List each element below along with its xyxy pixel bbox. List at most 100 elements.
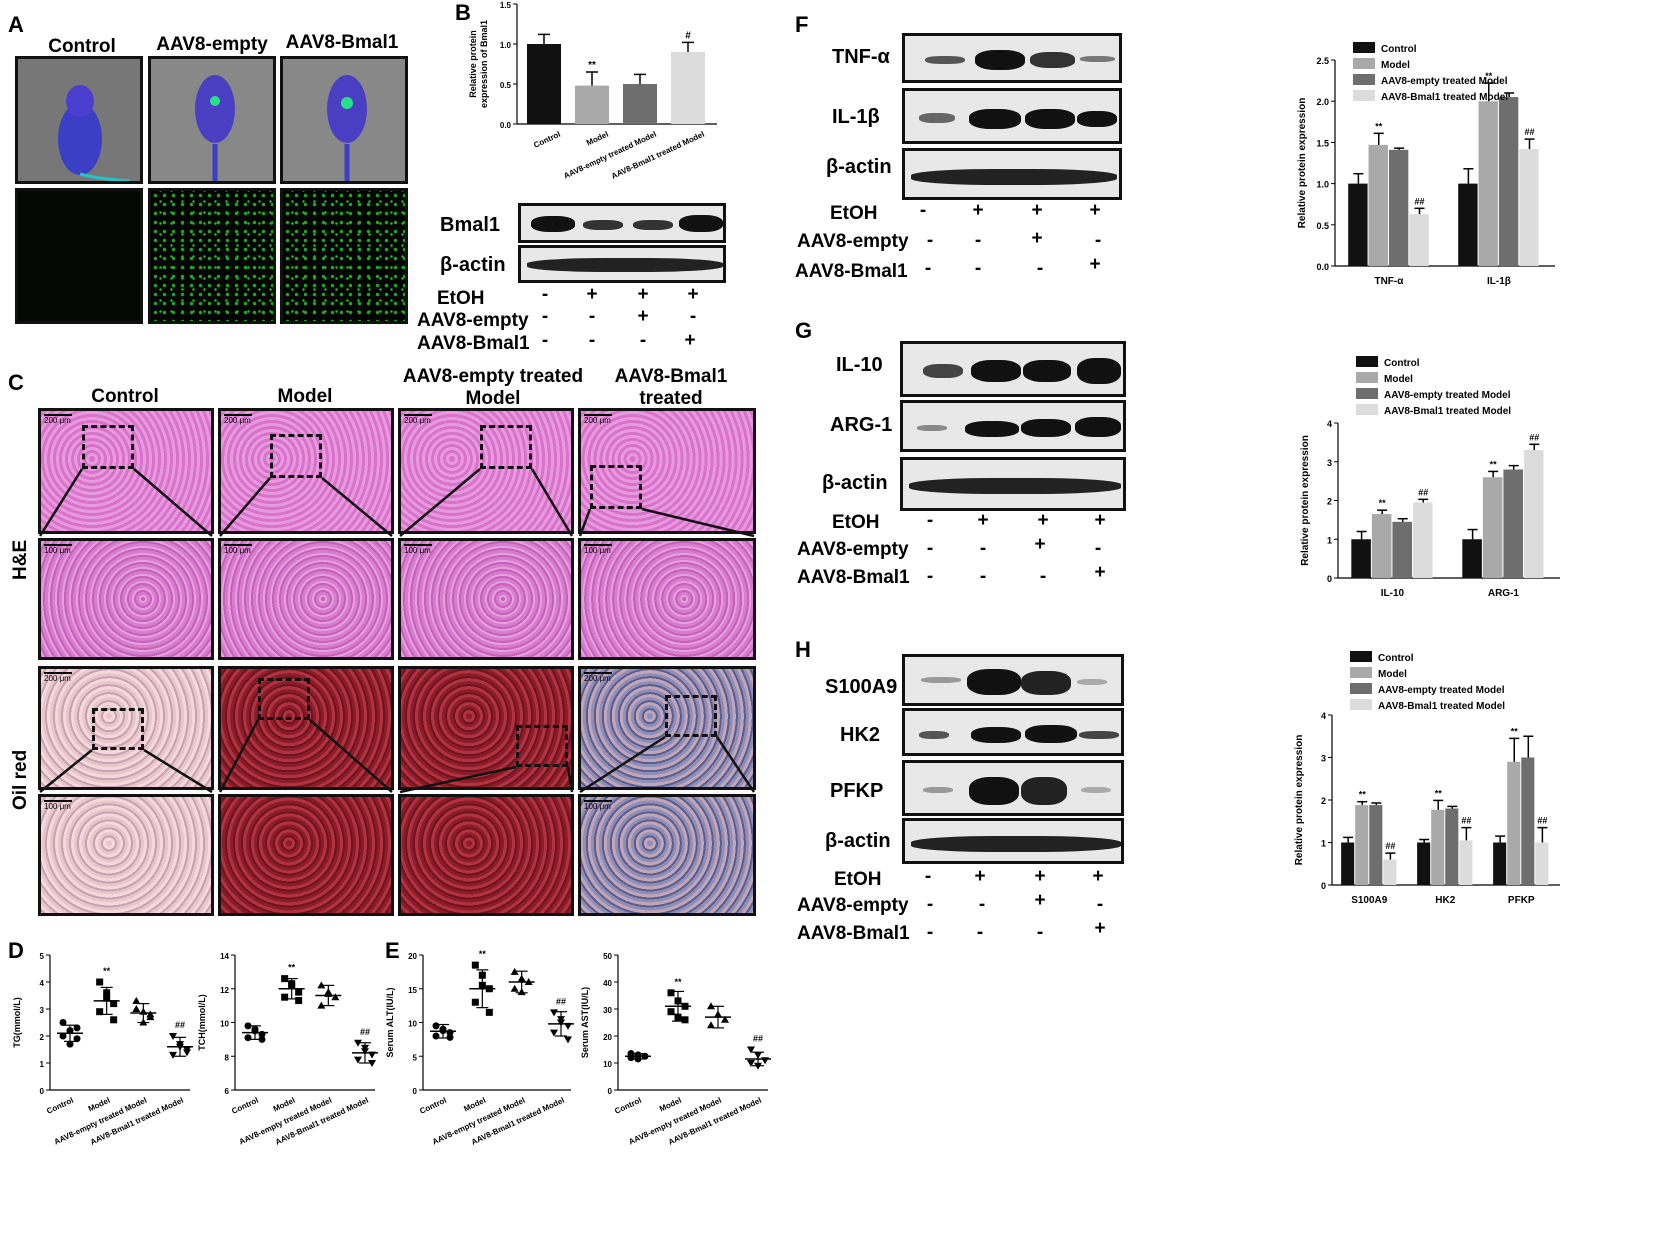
cond-empty: AAV8-empty xyxy=(417,310,529,331)
blot-g-label-actin: β-actin xyxy=(822,472,888,494)
he-high-empty: 100 μm xyxy=(398,538,574,660)
data-point xyxy=(471,961,479,969)
x-tick-label: TNF-α xyxy=(1374,276,1404,287)
sign: + xyxy=(1094,510,1106,531)
panel-a-header-control: Control xyxy=(48,36,116,57)
data-point xyxy=(317,981,326,989)
blot-f-actin xyxy=(902,148,1122,200)
blot-f-label-actin: β-actin xyxy=(826,156,892,178)
sign: + xyxy=(1094,562,1106,583)
blot-h-label-s100a9: S100A9 xyxy=(825,676,898,698)
y-tick-label: 0.5 xyxy=(500,81,512,90)
cond-etoh: EtOH xyxy=(834,869,882,890)
sign: - xyxy=(1094,538,1102,559)
scale-bar: 100 μm xyxy=(44,546,71,555)
sign: - xyxy=(974,258,982,279)
bar xyxy=(1371,514,1392,578)
bar xyxy=(1369,805,1383,885)
sign: - xyxy=(979,538,987,559)
y-tick-label: 5 xyxy=(40,952,45,961)
data-point xyxy=(59,1032,67,1040)
x-tick-label: Control xyxy=(45,1096,75,1116)
data-point xyxy=(244,1034,252,1042)
zoom-region xyxy=(92,708,144,750)
sign: + xyxy=(974,866,986,887)
x-tick-label: Model xyxy=(272,1096,297,1114)
data-point xyxy=(110,1016,118,1024)
data-point xyxy=(66,1040,74,1048)
x-tick-label: Model xyxy=(87,1096,112,1114)
data-point xyxy=(667,1008,675,1016)
scale-bar: 100 μm xyxy=(44,802,71,811)
significance-mark: ## xyxy=(175,1020,185,1030)
legend-swatch xyxy=(1353,90,1375,101)
y-tick-label: 1.0 xyxy=(1316,180,1329,190)
y-tick-label: 0 xyxy=(413,1087,418,1096)
y-tick-label: 1 xyxy=(40,1060,45,1069)
sign: - xyxy=(974,230,982,251)
blot-h-label-hk2: HK2 xyxy=(840,724,881,746)
fluor-control xyxy=(15,188,143,324)
data-point xyxy=(485,1008,493,1016)
y-axis-label: Relative protein expression xyxy=(1294,735,1305,866)
data-point xyxy=(73,1024,81,1032)
significance-mark: ** xyxy=(1375,121,1383,131)
y-tick-label: 20 xyxy=(603,1033,612,1042)
y-tick-label: 0.0 xyxy=(1316,262,1329,272)
cond-etoh: EtOH xyxy=(437,288,485,309)
legend-label: Model xyxy=(1378,669,1407,680)
y-axis-label: TG(mmol/L) xyxy=(12,997,22,1048)
y-tick-label: 0 xyxy=(1321,881,1326,891)
legend-label: Control xyxy=(1381,44,1417,55)
y-tick-label: 14 xyxy=(220,952,229,961)
y-tick-label: 0 xyxy=(1327,574,1332,584)
blot-f-label-il1b: IL-1β xyxy=(832,106,880,128)
data-point xyxy=(169,1033,177,1040)
scale-bar: 200 μm xyxy=(584,416,611,425)
bar xyxy=(1482,477,1503,578)
sign: - xyxy=(588,306,596,327)
oil-high-control: 100 μm xyxy=(38,794,214,916)
y-tick-label: 5 xyxy=(413,1053,418,1062)
sign: - xyxy=(926,566,934,587)
data-point xyxy=(510,967,519,975)
panel-label-d: D xyxy=(8,938,24,963)
cond-empty: AAV8-empty xyxy=(797,895,909,916)
bar xyxy=(1462,539,1482,578)
sign: + xyxy=(1094,918,1106,939)
panel-label-f: F xyxy=(795,12,809,37)
significance-mark: ## xyxy=(1524,127,1534,137)
y-tick-label: 3 xyxy=(40,1006,45,1015)
bar xyxy=(671,52,705,124)
scale-bar: 200 μm xyxy=(44,674,71,683)
blot-h-s100a9 xyxy=(902,654,1124,706)
data-point xyxy=(96,1008,104,1016)
sign: + xyxy=(1034,866,1046,887)
blot-h-hk2 xyxy=(902,708,1124,756)
bar xyxy=(1478,101,1498,266)
data-point xyxy=(627,1054,635,1062)
sign: - xyxy=(924,866,932,887)
data-point xyxy=(747,1046,755,1054)
y-axis-label: Relative protein xyxy=(468,30,478,98)
significance-mark: ** xyxy=(1435,788,1443,798)
blot-g-arg1 xyxy=(900,400,1126,452)
bar xyxy=(527,44,561,124)
x-tick-label: Control xyxy=(418,1096,448,1116)
blot-g-actin xyxy=(900,457,1126,511)
zoom-region xyxy=(270,434,322,478)
bar xyxy=(1458,183,1478,266)
sign: - xyxy=(926,538,934,559)
scale-bar: 200 μm xyxy=(404,416,431,425)
data-point xyxy=(354,1056,362,1064)
sign: + xyxy=(687,284,699,305)
y-tick-label: 10 xyxy=(220,1020,229,1029)
data-point xyxy=(564,1022,572,1030)
x-tick-label: Model xyxy=(658,1096,683,1114)
data-point xyxy=(707,1002,715,1010)
scale-bar: 100 μm xyxy=(584,546,611,555)
scale-bar: 100 μm xyxy=(404,546,431,555)
sign: - xyxy=(1036,922,1044,943)
legend-label: Control xyxy=(1378,653,1414,664)
